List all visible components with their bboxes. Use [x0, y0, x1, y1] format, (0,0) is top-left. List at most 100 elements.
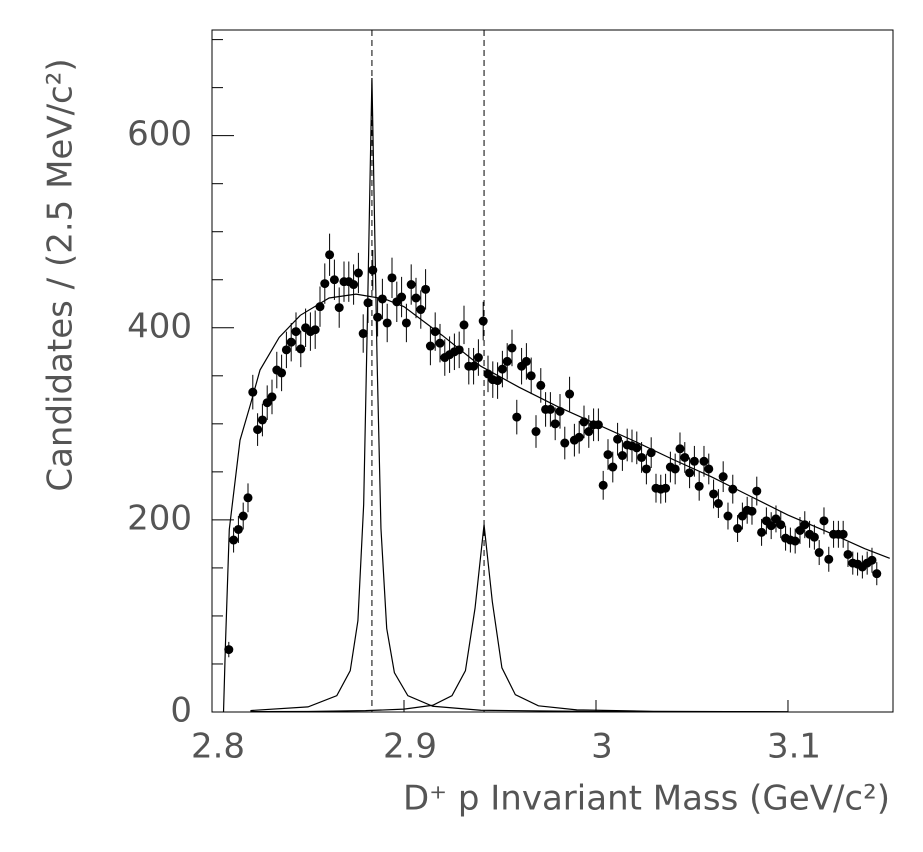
- data-point: [310, 325, 320, 335]
- data-point: [689, 456, 699, 466]
- x-tick-label: 3.1: [767, 727, 821, 767]
- data-point: [728, 484, 738, 494]
- data-point: [397, 292, 407, 302]
- y-tick-label: 0: [170, 691, 192, 731]
- data-point: [579, 417, 589, 427]
- data-point: [478, 316, 488, 326]
- data-point: [521, 356, 531, 366]
- fit-curve: [222, 293, 890, 713]
- data-point: [641, 464, 651, 474]
- data-point: [867, 555, 877, 565]
- data-point: [296, 344, 306, 354]
- data-point: [435, 338, 445, 348]
- data-point: [382, 318, 392, 328]
- data-point: [574, 432, 584, 442]
- data-point: [843, 549, 853, 559]
- data-point: [613, 434, 623, 444]
- data-point: [699, 456, 709, 466]
- data-point: [680, 452, 690, 462]
- data-point: [603, 450, 613, 460]
- data-point: [814, 548, 824, 558]
- data-point: [545, 404, 555, 414]
- data-point: [416, 305, 426, 315]
- data-point: [593, 420, 603, 430]
- data-point: [637, 452, 647, 462]
- data-point: [229, 535, 239, 545]
- data-point: [752, 486, 762, 496]
- y-axis-label: Candidates / (2.5 MeV/c²): [41, 58, 81, 491]
- data-point: [454, 345, 464, 355]
- data-point: [565, 389, 575, 399]
- data-point: [747, 506, 757, 516]
- data-point: [685, 468, 695, 478]
- data-point: [584, 427, 594, 437]
- data-point: [315, 302, 325, 312]
- data-point: [560, 438, 570, 448]
- data-point: [363, 298, 373, 308]
- data-point: [377, 294, 387, 304]
- y-tick-label: 200: [127, 498, 192, 538]
- data-point: [286, 337, 296, 347]
- data-point: [387, 273, 397, 283]
- data-point: [421, 284, 431, 294]
- data-point: [353, 268, 363, 278]
- data-point: [632, 443, 642, 453]
- data-point: [733, 524, 743, 534]
- data-point: [401, 318, 411, 328]
- data-point: [526, 371, 536, 381]
- x-tick-label: 2.8: [191, 727, 245, 767]
- data-point: [670, 464, 680, 474]
- data-point: [253, 425, 263, 435]
- data-point: [277, 368, 287, 378]
- data-point: [224, 645, 234, 655]
- data-point: [233, 524, 243, 534]
- y-tick-label: 600: [127, 114, 192, 154]
- data-point: [430, 327, 440, 337]
- data-point: [238, 511, 248, 521]
- data-point: [349, 280, 359, 290]
- fit-curve: [250, 78, 788, 713]
- data-point: [459, 320, 469, 330]
- data-point: [718, 472, 728, 482]
- data-point: [473, 353, 483, 363]
- data-point: [536, 380, 546, 390]
- data-point: [248, 387, 258, 397]
- data-point: [512, 412, 522, 422]
- data-point: [320, 279, 330, 289]
- data-point: [709, 489, 719, 499]
- data-point: [334, 303, 344, 313]
- data-point: [507, 343, 517, 353]
- data-point: [555, 406, 565, 416]
- data-point: [617, 451, 627, 461]
- data-point: [358, 329, 368, 339]
- data-point: [661, 483, 671, 493]
- x-tick-label: 3: [591, 727, 613, 767]
- data-point: [790, 536, 800, 546]
- data-point: [243, 493, 253, 503]
- data-point: [675, 444, 685, 454]
- data-point: [776, 520, 786, 530]
- x-tick-label: 2.9: [383, 727, 437, 767]
- data-point: [502, 356, 512, 366]
- x-axis-label: D⁺ p Invariant Mass (GeV/c²): [403, 779, 890, 819]
- data-point: [766, 521, 776, 531]
- data-point: [267, 392, 277, 402]
- data-point: [824, 554, 834, 564]
- data-point: [531, 427, 541, 437]
- data-point: [411, 293, 421, 303]
- data-point: [757, 527, 767, 537]
- data-point: [281, 345, 291, 355]
- data-point: [723, 511, 733, 521]
- data-point: [329, 275, 339, 285]
- data-point: [550, 419, 560, 429]
- data-point: [368, 265, 378, 275]
- data-point: [872, 569, 882, 579]
- data-point: [493, 376, 503, 386]
- fit-curve: [250, 524, 788, 713]
- data-point: [704, 464, 714, 474]
- data-point: [608, 462, 618, 472]
- data-point: [819, 516, 829, 526]
- data-point: [838, 529, 848, 539]
